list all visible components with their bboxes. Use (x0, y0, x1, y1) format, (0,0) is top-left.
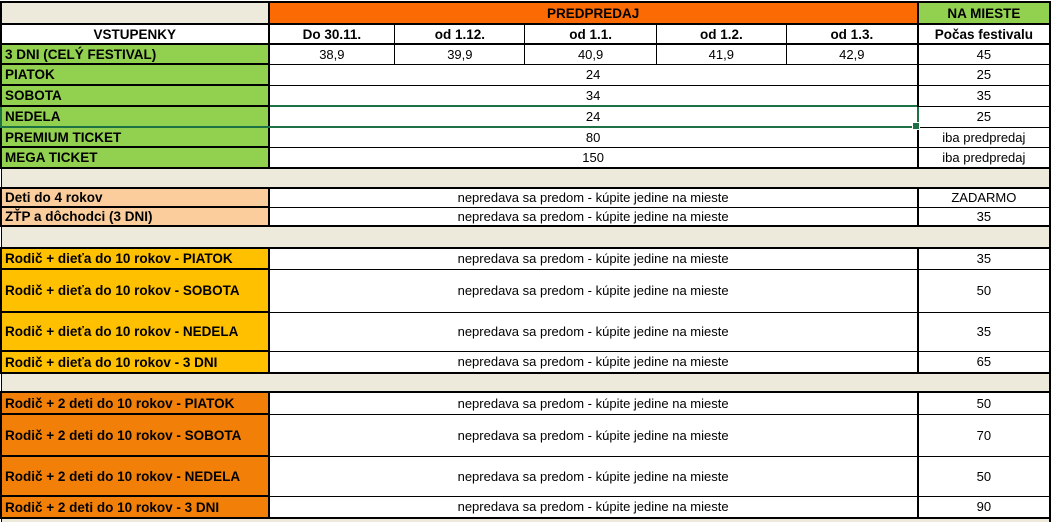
onsite-period-header-cell[interactable]: Počas festivalu (916, 23, 1052, 45)
onsite-price-cell[interactable]: 90 (916, 495, 1052, 519)
presale-header-cell[interactable]: PREDPREDAJ (267, 1, 919, 25)
note-cell[interactable]: nepredava sa predom - kúpite jedine na m… (267, 455, 919, 497)
ticket-row-selected: NEDELA 24 25 (0, 105, 1052, 128)
separator-row (0, 517, 1051, 522)
note-cell[interactable]: nepredava sa predom - kúpite jedine na m… (267, 391, 919, 415)
ticket-row: 3 DNI (CELÝ FESTIVAL) 38,9 39,9 40,9 41,… (0, 43, 1052, 65)
onsite-price-cell[interactable]: ZADARMO (916, 187, 1052, 208)
family-one-label-cell[interactable]: Rodič + dieťa do 10 rokov - SOBOTA (0, 268, 270, 313)
onsite-price-cell[interactable]: 35 (916, 84, 1052, 107)
presale-price-cell[interactable]: 34 (267, 84, 919, 107)
price-cell[interactable]: 42,9 (785, 43, 919, 65)
presale-price-cell[interactable]: 24 (267, 63, 919, 86)
onsite-price-cell[interactable]: 35 (916, 311, 1052, 352)
separator-row (0, 372, 1051, 393)
onsite-price-cell[interactable]: 65 (916, 350, 1052, 374)
onsite-price-cell[interactable]: 35 (916, 206, 1052, 227)
note-cell[interactable]: nepredava sa predom - kúpite jedine na m… (267, 206, 919, 227)
onsite-price-cell[interactable]: 25 (916, 105, 1052, 128)
ticket-label-cell[interactable]: 3 DNI (CELÝ FESTIVAL) (0, 43, 270, 65)
tickets-header-cell[interactable]: VSTUPENKY (0, 23, 270, 45)
presale-price-cell[interactable]: 80 (267, 126, 919, 148)
separator-cells[interactable] (0, 167, 1051, 189)
period-header-cell[interactable]: od 1.2. (655, 23, 787, 45)
family-two-row: Rodič + 2 deti do 10 rokov - 3 DNI nepre… (0, 495, 1052, 519)
presale-price-cell[interactable]: 150 (267, 146, 919, 169)
separator-row (0, 225, 1051, 249)
onsite-price-cell[interactable]: 45 (916, 43, 1052, 65)
ticket-label-cell-selected[interactable]: NEDELA (0, 105, 270, 128)
family-two-row: Rodič + 2 deti do 10 rokov - SOBOTA nepr… (0, 413, 1052, 457)
note-cell[interactable]: nepredava sa predom - kúpite jedine na m… (267, 350, 919, 374)
selection-fill-handle[interactable] (912, 122, 920, 130)
onsite-price-cell[interactable]: 35 (916, 247, 1052, 270)
onsite-price-cell[interactable]: 25 (916, 63, 1052, 86)
onsite-price-cell[interactable]: iba predpredaj (916, 126, 1052, 148)
separator-cells[interactable] (0, 372, 1051, 393)
family-one-label-cell[interactable]: Rodič + dieťa do 10 rokov - 3 DNI (0, 350, 270, 374)
note-cell[interactable]: nepredava sa predom - kúpite jedine na m… (267, 413, 919, 457)
family-two-label-cell[interactable]: Rodič + 2 deti do 10 rokov - PIATOK (0, 391, 270, 415)
header-band-row: PREDPREDAJ NA MIESTE (0, 1, 1052, 25)
presale-price-cell-selected[interactable]: 24 (267, 105, 919, 128)
ticket-row: PREMIUM TICKET 80 iba predpredaj (0, 126, 1052, 148)
column-header-row: VSTUPENKY Do 30.11. od 1.12. od 1.1. od … (0, 23, 1052, 45)
onsite-price-cell[interactable]: 50 (916, 391, 1052, 415)
ticket-row: SOBOTA 34 35 (0, 84, 1052, 107)
price-cell[interactable]: 41,9 (655, 43, 787, 65)
separator-cells[interactable] (0, 225, 1051, 249)
note-cell[interactable]: nepredava sa predom - kúpite jedine na m… (267, 268, 919, 313)
period-header-cell[interactable]: od 1.1. (524, 23, 657, 45)
special-label-cell[interactable]: ZŤP a dôchodci (3 DNI) (0, 206, 270, 227)
price-cell[interactable]: 40,9 (524, 43, 657, 65)
family-one-row: Rodič + dieťa do 10 rokov - NEDELA nepre… (0, 311, 1052, 352)
family-one-row: Rodič + dieťa do 10 rokov - SOBOTA nepre… (0, 268, 1052, 313)
period-header-cell[interactable]: od 1.3. (785, 23, 919, 45)
note-cell[interactable]: nepredava sa predom - kúpite jedine na m… (267, 495, 919, 519)
family-one-row: Rodič + dieťa do 10 rokov - 3 DNI nepred… (0, 350, 1052, 374)
ticket-label-cell[interactable]: SOBOTA (0, 84, 270, 107)
ticket-row: PIATOK 24 25 (0, 63, 1052, 86)
ticket-label-cell[interactable]: PIATOK (0, 63, 270, 86)
period-header-cell[interactable]: Do 30.11. (267, 23, 396, 45)
onsite-header-cell[interactable]: NA MIESTE (916, 1, 1052, 25)
corner-cell[interactable] (0, 1, 270, 25)
special-row: Deti do 4 rokov nepredava sa predom - kú… (0, 187, 1052, 208)
price-cell[interactable]: 38,9 (267, 43, 396, 65)
family-two-row: Rodič + 2 deti do 10 rokov - NEDELA nepr… (0, 455, 1052, 497)
note-cell[interactable]: nepredava sa predom - kúpite jedine na m… (267, 187, 919, 208)
onsite-price-cell[interactable]: 50 (916, 268, 1052, 313)
separator-cells[interactable] (0, 517, 1051, 522)
onsite-price-cell[interactable]: 50 (916, 455, 1052, 497)
onsite-price-cell[interactable]: iba predpredaj (916, 146, 1052, 169)
ticket-row: MEGA TICKET 150 iba predpredaj (0, 146, 1052, 169)
period-header-cell[interactable]: od 1.12. (394, 23, 526, 45)
family-one-label-cell[interactable]: Rodič + dieťa do 10 rokov - NEDELA (0, 311, 270, 352)
family-one-label-cell[interactable]: Rodič + dieťa do 10 rokov - PIATOK (0, 247, 270, 270)
family-two-label-cell[interactable]: Rodič + 2 deti do 10 rokov - NEDELA (0, 455, 270, 497)
family-two-label-cell[interactable]: Rodič + 2 deti do 10 rokov - 3 DNI (0, 495, 270, 519)
note-cell[interactable]: nepredava sa predom - kúpite jedine na m… (267, 311, 919, 352)
family-two-label-cell[interactable]: Rodič + 2 deti do 10 rokov - SOBOTA (0, 413, 270, 457)
special-row: ZŤP a dôchodci (3 DNI) nepredava sa pred… (0, 206, 1052, 227)
separator-row (0, 167, 1051, 189)
ticket-label-cell[interactable]: PREMIUM TICKET (0, 126, 270, 148)
special-label-cell[interactable]: Deti do 4 rokov (0, 187, 270, 208)
price-cell[interactable]: 39,9 (394, 43, 526, 65)
onsite-price-cell[interactable]: 70 (916, 413, 1052, 457)
ticket-label-cell[interactable]: MEGA TICKET (0, 146, 270, 169)
note-cell[interactable]: nepredava sa predom - kúpite jedine na m… (267, 247, 919, 270)
family-one-row: Rodič + dieťa do 10 rokov - PIATOK nepre… (0, 247, 1052, 270)
family-two-row: Rodič + 2 deti do 10 rokov - PIATOK nepr… (0, 391, 1052, 415)
